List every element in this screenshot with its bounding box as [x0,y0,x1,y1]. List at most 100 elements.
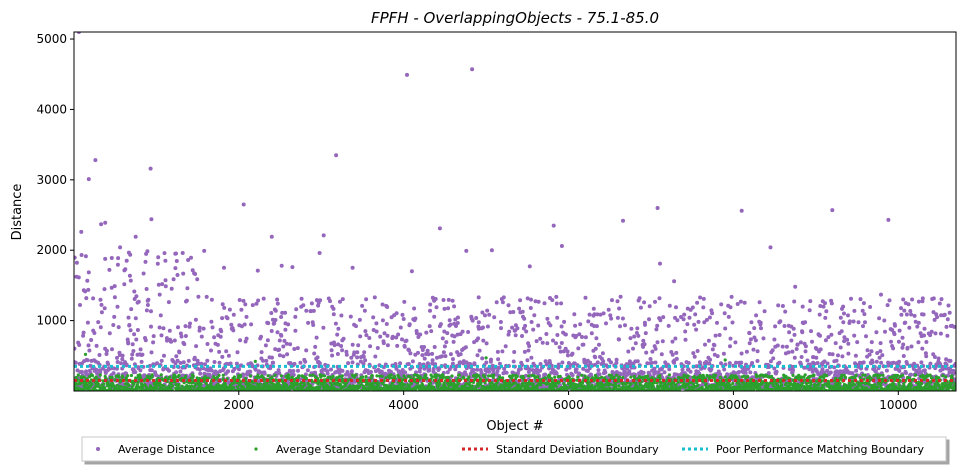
data-point [74,360,78,365]
data-point [241,202,246,207]
data-point [428,308,432,313]
data-point [875,351,880,355]
data-point [350,265,355,270]
data-point [107,331,112,336]
data-point [297,374,301,378]
data-point [744,349,749,354]
data-point [693,312,698,317]
data-point [380,302,385,307]
data-point [259,334,263,339]
data-point [217,360,222,365]
data-point [846,351,851,356]
data-point [522,349,527,354]
data-point [416,381,420,385]
data-point [938,331,943,336]
data-point [173,266,178,271]
data-point [458,352,463,357]
data-point [220,316,225,321]
data-point [534,339,539,344]
data-point [694,327,699,332]
data-point [286,373,291,377]
data-point [239,373,243,377]
data-point [97,353,102,357]
data-point [614,357,619,362]
data-point [499,326,503,331]
data-point [470,318,475,323]
data-point [780,304,785,308]
data-point [234,361,239,366]
data-point [565,353,570,358]
data-point [555,333,560,337]
data-point [315,355,320,360]
data-point [631,346,635,351]
data-point [404,338,409,343]
data-point [536,299,541,304]
data-point [249,322,254,327]
data-point [825,361,830,366]
data-point [358,334,363,339]
data-point [194,344,199,349]
data-point [261,296,266,301]
data-point [901,342,906,347]
data-point [427,368,432,373]
data-point [132,289,137,294]
data-point [74,255,77,260]
data-point [328,299,332,304]
data-point [577,332,582,337]
data-point [572,312,577,317]
data-point [864,334,868,339]
data-point [570,351,575,356]
data-point [526,348,531,353]
data-point [273,373,277,377]
data-point [891,346,896,351]
data-point [594,336,599,341]
data-point [364,375,368,379]
data-point [138,375,142,380]
data-point [405,72,409,77]
data-point [735,302,740,306]
data-point [209,348,213,353]
data-point [922,368,927,373]
data-point [158,313,163,318]
data-point [929,329,934,334]
data-point [85,278,90,283]
data-point [118,245,123,250]
data-point [937,301,942,306]
data-point [778,319,783,324]
data-point [166,300,171,305]
data-point [805,358,810,363]
data-point [647,317,651,322]
data-point [492,315,497,320]
data-point [311,308,316,313]
data-point [792,299,797,304]
data-point [188,321,192,326]
data-point [916,299,921,304]
data-point [780,344,785,349]
data-point [336,326,341,331]
data-point [761,336,766,341]
data-point [76,373,80,377]
data-point [115,262,120,267]
data-point [209,297,214,302]
data-point [250,303,255,308]
data-point [618,372,623,377]
data-point [424,376,429,380]
data-point [356,343,361,348]
data-point [87,348,92,353]
data-point [869,349,874,354]
data-point [149,350,154,355]
data-point [815,361,820,365]
data-point [196,294,201,299]
data-point [122,282,127,287]
data-point [301,303,306,308]
data-point [707,361,712,366]
data-point [450,298,455,303]
data-point [317,361,322,366]
data-point [362,308,367,313]
data-point [879,360,884,365]
data-point [279,263,284,268]
data-point [190,268,195,273]
data-point [803,320,808,325]
data-point [887,298,892,303]
data-point [275,330,280,335]
